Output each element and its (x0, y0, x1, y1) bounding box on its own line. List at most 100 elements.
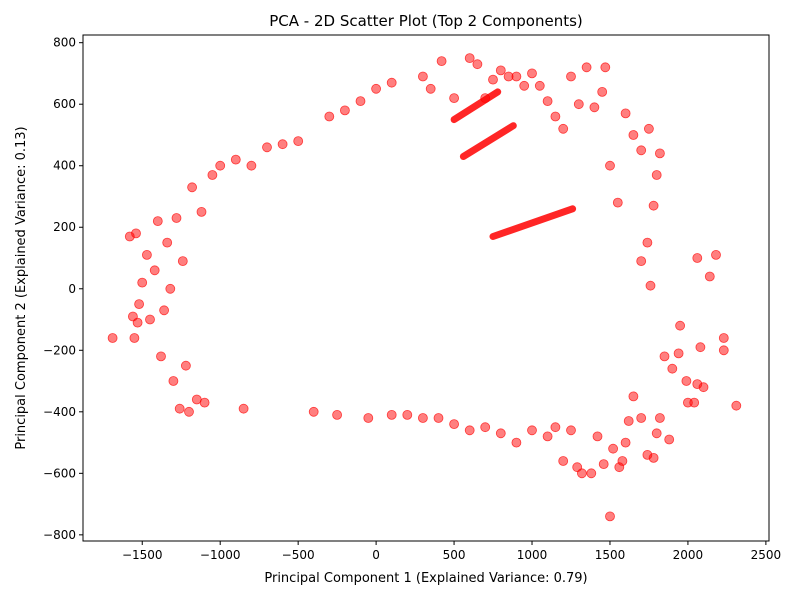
y-tick-label: 0 (68, 282, 76, 296)
data-point (620, 108, 631, 119)
data-point (644, 123, 654, 134)
data-point (550, 422, 561, 433)
data-point (464, 53, 475, 63)
data-point (488, 74, 498, 85)
data-point (683, 397, 693, 408)
data-point (527, 425, 537, 436)
data-point (718, 333, 729, 343)
data-point (449, 93, 460, 103)
data-point (196, 206, 207, 217)
data-point (277, 139, 288, 150)
data-point (159, 305, 170, 316)
data-point (558, 456, 569, 466)
data-point (620, 437, 631, 448)
data-point (636, 145, 647, 156)
data-point (664, 434, 675, 445)
data-point (628, 130, 639, 140)
data-point (149, 265, 160, 276)
y-tick-label: −800 (43, 528, 76, 542)
data-point (137, 277, 148, 288)
data-point (495, 428, 506, 439)
data-point (402, 409, 413, 420)
data-point (605, 160, 615, 171)
data-point (433, 413, 444, 423)
trend-layer (450, 88, 577, 240)
data-point (589, 102, 600, 113)
data-point (711, 249, 721, 260)
data-point (636, 413, 647, 423)
data-point (355, 96, 366, 106)
data-point (598, 459, 609, 470)
data-point (600, 62, 611, 73)
data-point (386, 409, 397, 420)
dense-point-streak (489, 205, 577, 240)
x-tick-label: 500 (443, 548, 466, 562)
y-axis-ticks: −800 −600 −400 −200 0 200 400 600 800 (43, 36, 83, 542)
data-point (642, 449, 653, 460)
data-point (511, 71, 522, 82)
y-tick-label: 800 (53, 36, 76, 50)
data-point (417, 71, 428, 82)
data-point (207, 170, 218, 180)
data-point (542, 96, 553, 106)
data-point (655, 413, 665, 423)
data-point (692, 379, 703, 390)
data-point (187, 182, 198, 193)
data-point (659, 351, 670, 362)
data-point (731, 400, 742, 411)
data-point (162, 237, 173, 248)
data-point (623, 416, 634, 426)
y-tick-label: 200 (53, 220, 76, 234)
data-point (131, 228, 141, 239)
data-point (681, 376, 692, 386)
data-point (371, 83, 382, 94)
x-tick-label: 1500 (595, 548, 626, 562)
y-tick-label: −400 (43, 405, 76, 419)
data-point (718, 345, 729, 356)
data-point (642, 237, 653, 248)
x-tick-label: 1000 (517, 548, 548, 562)
data-point (308, 406, 319, 417)
data-point (480, 422, 491, 433)
data-point (586, 468, 597, 479)
data-point (550, 111, 561, 122)
data-point (246, 160, 257, 171)
data-point (675, 320, 685, 331)
data-point (339, 105, 350, 116)
data-point (581, 62, 592, 73)
x-tick-label: 0 (372, 548, 380, 562)
data-point (107, 333, 118, 343)
data-point (129, 333, 140, 343)
data-point (134, 299, 145, 310)
data-point (651, 170, 662, 180)
data-point (495, 65, 506, 76)
data-point (673, 348, 684, 359)
data-point (573, 99, 584, 110)
x-tick-label: 2000 (673, 548, 704, 562)
data-point (651, 428, 662, 439)
data-point (628, 391, 639, 402)
data-point (566, 71, 576, 82)
data-point (171, 213, 182, 223)
data-point (141, 249, 152, 260)
data-point (592, 431, 603, 442)
data-point (262, 142, 272, 153)
data-point (704, 271, 715, 282)
data-point (636, 256, 647, 267)
data-point (332, 409, 343, 420)
data-point (174, 403, 185, 414)
data-point (177, 256, 188, 267)
data-point (132, 317, 143, 328)
data-point (558, 123, 569, 134)
data-point (293, 136, 304, 147)
data-point (145, 314, 155, 325)
data-point (612, 197, 623, 208)
chart-title: PCA - 2D Scatter Plot (Top 2 Components) (269, 12, 583, 30)
x-tick-label: 2500 (751, 548, 782, 562)
plot-frame (82, 34, 770, 542)
data-point (534, 80, 545, 91)
data-point (230, 154, 241, 165)
data-point (184, 406, 194, 417)
